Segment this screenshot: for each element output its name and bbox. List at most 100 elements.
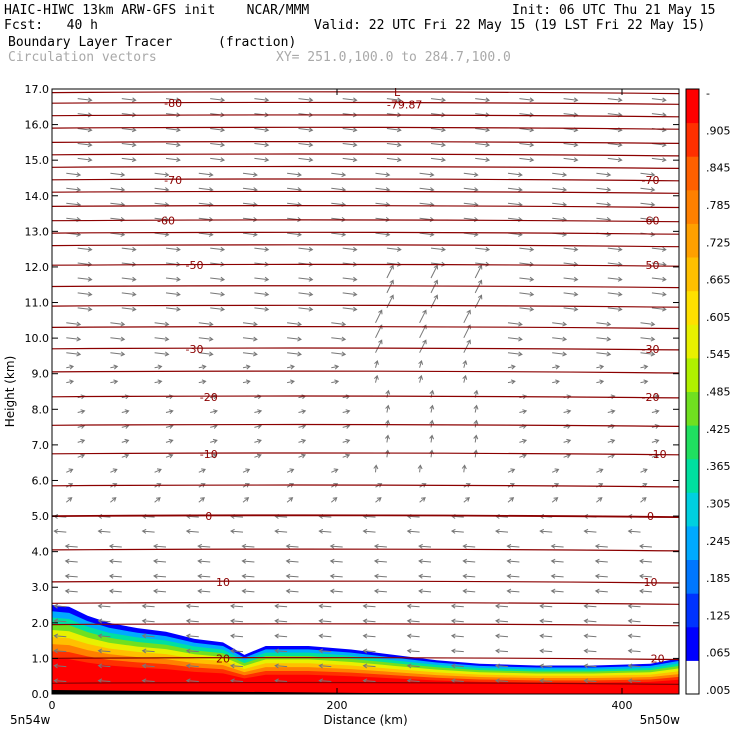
vector-arrow [342,276,358,282]
vector-arrow [64,543,78,549]
vector-arrow [153,558,167,564]
vector-arrow [77,246,93,252]
vector-arrow [607,246,623,252]
vector-arrow [154,468,162,473]
colorbar-label: .785 [706,199,731,212]
vector-arrow [463,187,479,193]
vector-arrow [429,404,435,413]
vector-arrow [230,633,244,639]
vector-arrow [539,678,553,684]
vector-arrow [110,468,118,473]
y-tick-label: 6.0 [32,474,50,487]
vector-arrow [254,409,263,415]
vector-arrow [298,157,314,163]
y-tick-label: 17.0 [25,83,50,96]
contour-line [51,370,680,374]
vector-arrow [507,172,523,178]
contour-line [51,423,680,427]
vector-arrow [640,497,647,503]
contour-line [51,231,680,235]
vector-arrow [241,558,255,564]
vector-arrow [286,497,294,503]
vector-arrow [406,603,420,609]
vector-arrow [287,231,302,237]
vector-arrow [385,434,390,443]
contour-line [51,190,680,194]
vector-arrow [519,276,535,282]
vector-arrow [627,663,641,669]
field-name: Boundary Layer Tracer [8,35,173,50]
colorbar-label: .185 [706,572,731,585]
vector-arrow [430,264,439,279]
vector-arrow [141,633,155,639]
vector-arrow [386,142,402,148]
vector-arrow [197,543,211,549]
vector-arrow [331,231,347,237]
vector-arrow [418,543,432,549]
vector-arrow [210,306,226,312]
vector-arrow [651,97,667,103]
vector-arrow [110,187,126,193]
vector-arrow [53,678,67,684]
vector-arrow [607,306,623,312]
vector-arrow [254,246,270,252]
vector-arrow [373,464,379,473]
vector-arrow [329,543,343,549]
vector-arrow [77,409,86,415]
vector-arrow [429,419,435,428]
vector-arrow [298,127,314,133]
colorbar-label: .365 [706,460,731,473]
colorbar-label: .725 [706,236,731,249]
y-axis-label: Height (km) [3,356,17,427]
vector-arrow [66,364,75,370]
vector-arrow [627,678,641,684]
vector-arrow [141,678,155,684]
vector-arrow [507,321,523,327]
vector-arrow [385,404,391,413]
tracer-band-8 [52,658,679,694]
vector-arrow [331,364,340,370]
vector-arrow [507,187,523,193]
vector-arrow [475,97,491,103]
low-marker: L [394,86,401,99]
vector-arrow [242,364,251,370]
vector-arrow [384,449,390,458]
colorbar-segment [686,290,699,325]
vector-arrow [418,359,424,368]
contour-line [51,347,680,351]
vector-arrow [165,409,174,415]
contour-line [51,244,680,248]
colorbar-segment [686,660,699,695]
vector-arrow [318,618,332,624]
vector-arrow [639,573,652,579]
vector-arrow [154,321,170,327]
vector-arrow [185,648,199,654]
vector-arrow [419,187,435,193]
vector-arrow [241,588,255,594]
vector-arrow [519,453,527,459]
vector-arrow [607,157,623,163]
contour-line [51,153,680,157]
vector-arrow [463,339,471,353]
vector-arrow [607,438,616,444]
valid-time: Valid: 22 UTC Fri 22 May 15 (19 LST Fri … [314,18,706,33]
contour-line [51,304,680,308]
vector-arrow [210,157,226,163]
vector-arrow [242,351,258,357]
contour-line [51,681,680,685]
vector-arrow [552,351,568,357]
vector-arrow [77,97,93,103]
vector-arrow [121,276,137,282]
vector-arrow [287,172,302,178]
vector-arrow [450,633,464,639]
colorbar-segment [686,391,699,426]
vector-arrow [362,618,376,624]
vector-arrow [552,172,568,178]
vector-arrow [65,497,73,503]
x-axis: 0 200 400 [49,89,633,712]
colorbar-label: .845 [706,162,731,175]
vector-arrow [242,172,258,178]
vector-arrow [254,438,262,444]
vector-arrow [563,157,579,163]
contour-line [51,165,680,169]
